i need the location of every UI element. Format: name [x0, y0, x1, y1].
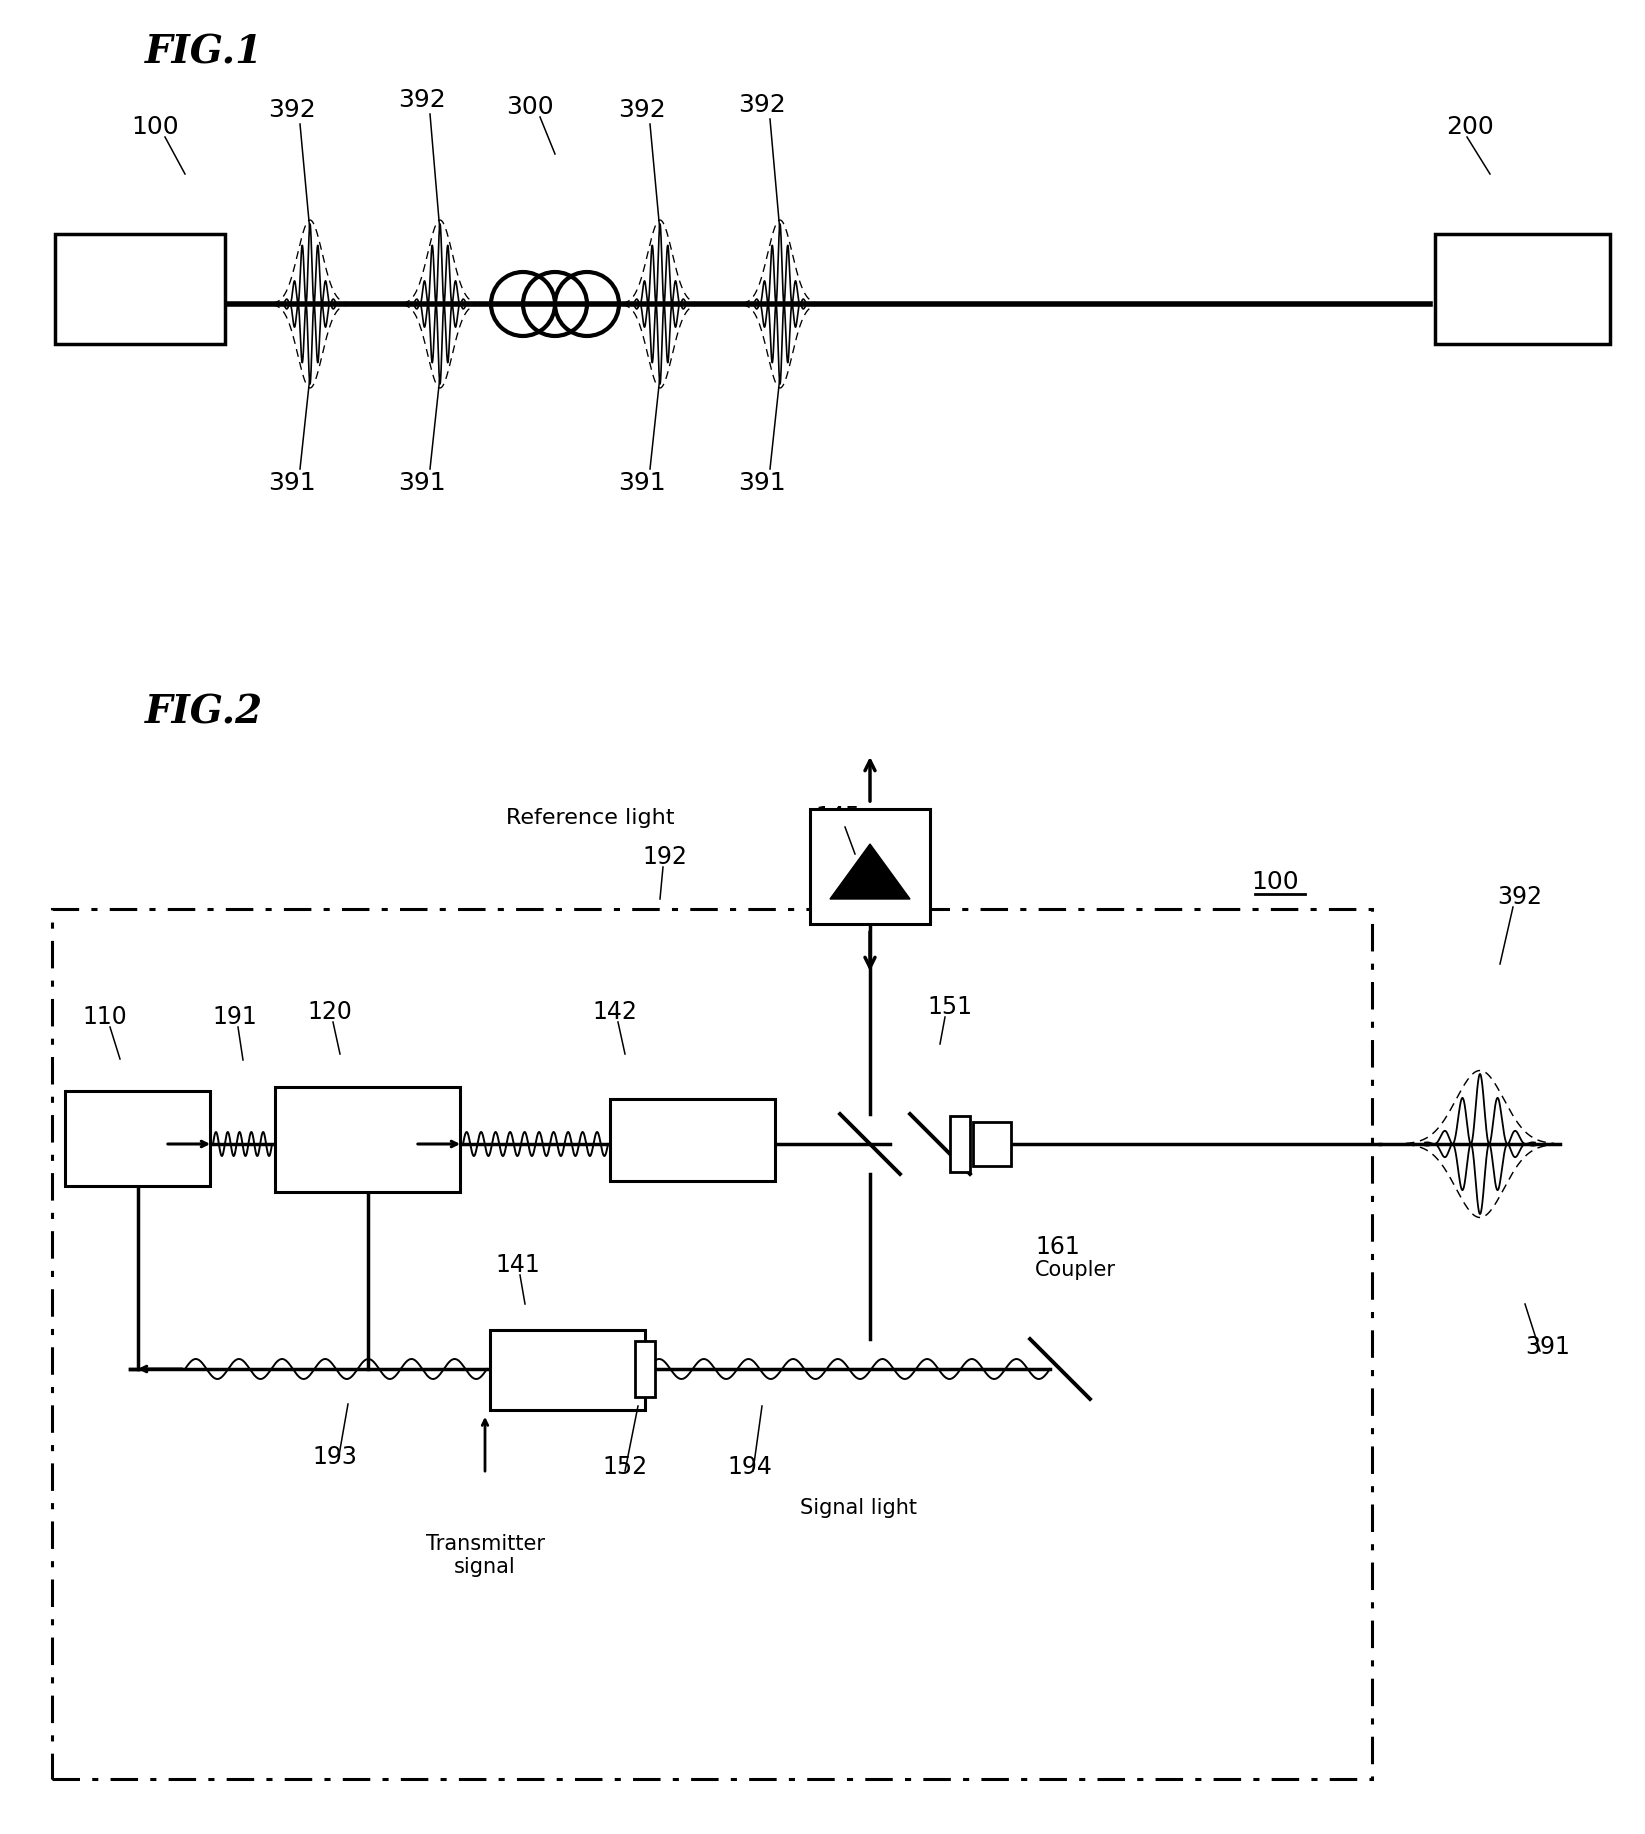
Text: 392: 392 — [619, 97, 666, 123]
Text: Light
source: Light source — [104, 1117, 173, 1161]
Bar — [951, 1117, 971, 1172]
Text: 392: 392 — [739, 94, 786, 117]
Text: 391: 391 — [619, 471, 666, 495]
Text: 192: 192 — [643, 845, 688, 869]
Text: 110: 110 — [82, 1005, 127, 1029]
Bar — [66, 1091, 211, 1187]
Bar — [972, 1122, 1012, 1166]
Text: 194: 194 — [727, 1454, 773, 1478]
Text: 142: 142 — [592, 1000, 638, 1023]
Text: Optical
transmitter: Optical transmitter — [77, 268, 202, 310]
Bar — [53, 910, 1372, 1779]
Bar — [54, 235, 225, 345]
Text: 191: 191 — [212, 1005, 257, 1029]
Text: 161: 161 — [1035, 1234, 1079, 1258]
Text: 141: 141 — [495, 1253, 540, 1276]
Text: 193: 193 — [313, 1445, 357, 1469]
Text: 392: 392 — [268, 97, 316, 123]
Text: Optical
receiver: Optical receiver — [1477, 268, 1568, 310]
Text: 391: 391 — [398, 471, 446, 495]
Text: 151: 151 — [928, 996, 972, 1020]
Text: 120: 120 — [308, 1000, 352, 1023]
Text: 145: 145 — [816, 805, 860, 829]
Bar — [275, 1088, 461, 1192]
Text: Signal light: Signal light — [799, 1498, 916, 1519]
Text: 392: 392 — [1497, 886, 1543, 910]
Text: 392: 392 — [398, 88, 446, 112]
Polygon shape — [831, 844, 910, 899]
Text: FIG.1: FIG.1 — [145, 35, 263, 72]
Text: FIG.2: FIG.2 — [145, 693, 263, 732]
Text: 391: 391 — [268, 471, 316, 495]
Bar — [610, 1099, 775, 1181]
Text: 391: 391 — [1525, 1335, 1571, 1359]
Text: 100: 100 — [1252, 869, 1300, 893]
Text: Amplifier: Amplifier — [645, 1130, 740, 1150]
Bar — [809, 809, 929, 924]
Bar — [490, 1330, 645, 1410]
Text: 100: 100 — [132, 116, 179, 139]
Text: Transmitter
signal: Transmitter signal — [426, 1533, 544, 1577]
Text: Reference light: Reference light — [505, 809, 674, 827]
Bar — [635, 1341, 655, 1398]
Text: Coupler: Coupler — [1035, 1260, 1115, 1280]
Text: Modulator: Modulator — [515, 1361, 620, 1379]
Text: 391: 391 — [739, 471, 786, 495]
Text: 200: 200 — [1446, 116, 1494, 139]
Text: 300: 300 — [507, 95, 554, 119]
Text: Quantum
state
generator: Quantum state generator — [316, 1106, 419, 1172]
Bar — [1434, 235, 1610, 345]
Text: 152: 152 — [602, 1454, 648, 1478]
